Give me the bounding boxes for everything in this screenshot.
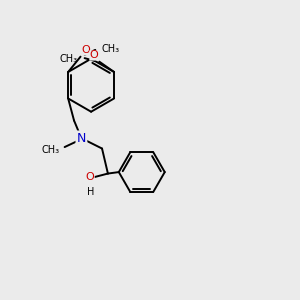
Text: CH₃: CH₃ bbox=[102, 44, 120, 54]
Text: CH₃: CH₃ bbox=[59, 54, 77, 64]
Text: O: O bbox=[89, 50, 98, 61]
Text: N: N bbox=[77, 132, 86, 145]
Text: CH₃: CH₃ bbox=[41, 145, 59, 155]
Text: H: H bbox=[87, 187, 94, 196]
Text: O: O bbox=[82, 46, 91, 56]
Text: O: O bbox=[86, 172, 94, 182]
